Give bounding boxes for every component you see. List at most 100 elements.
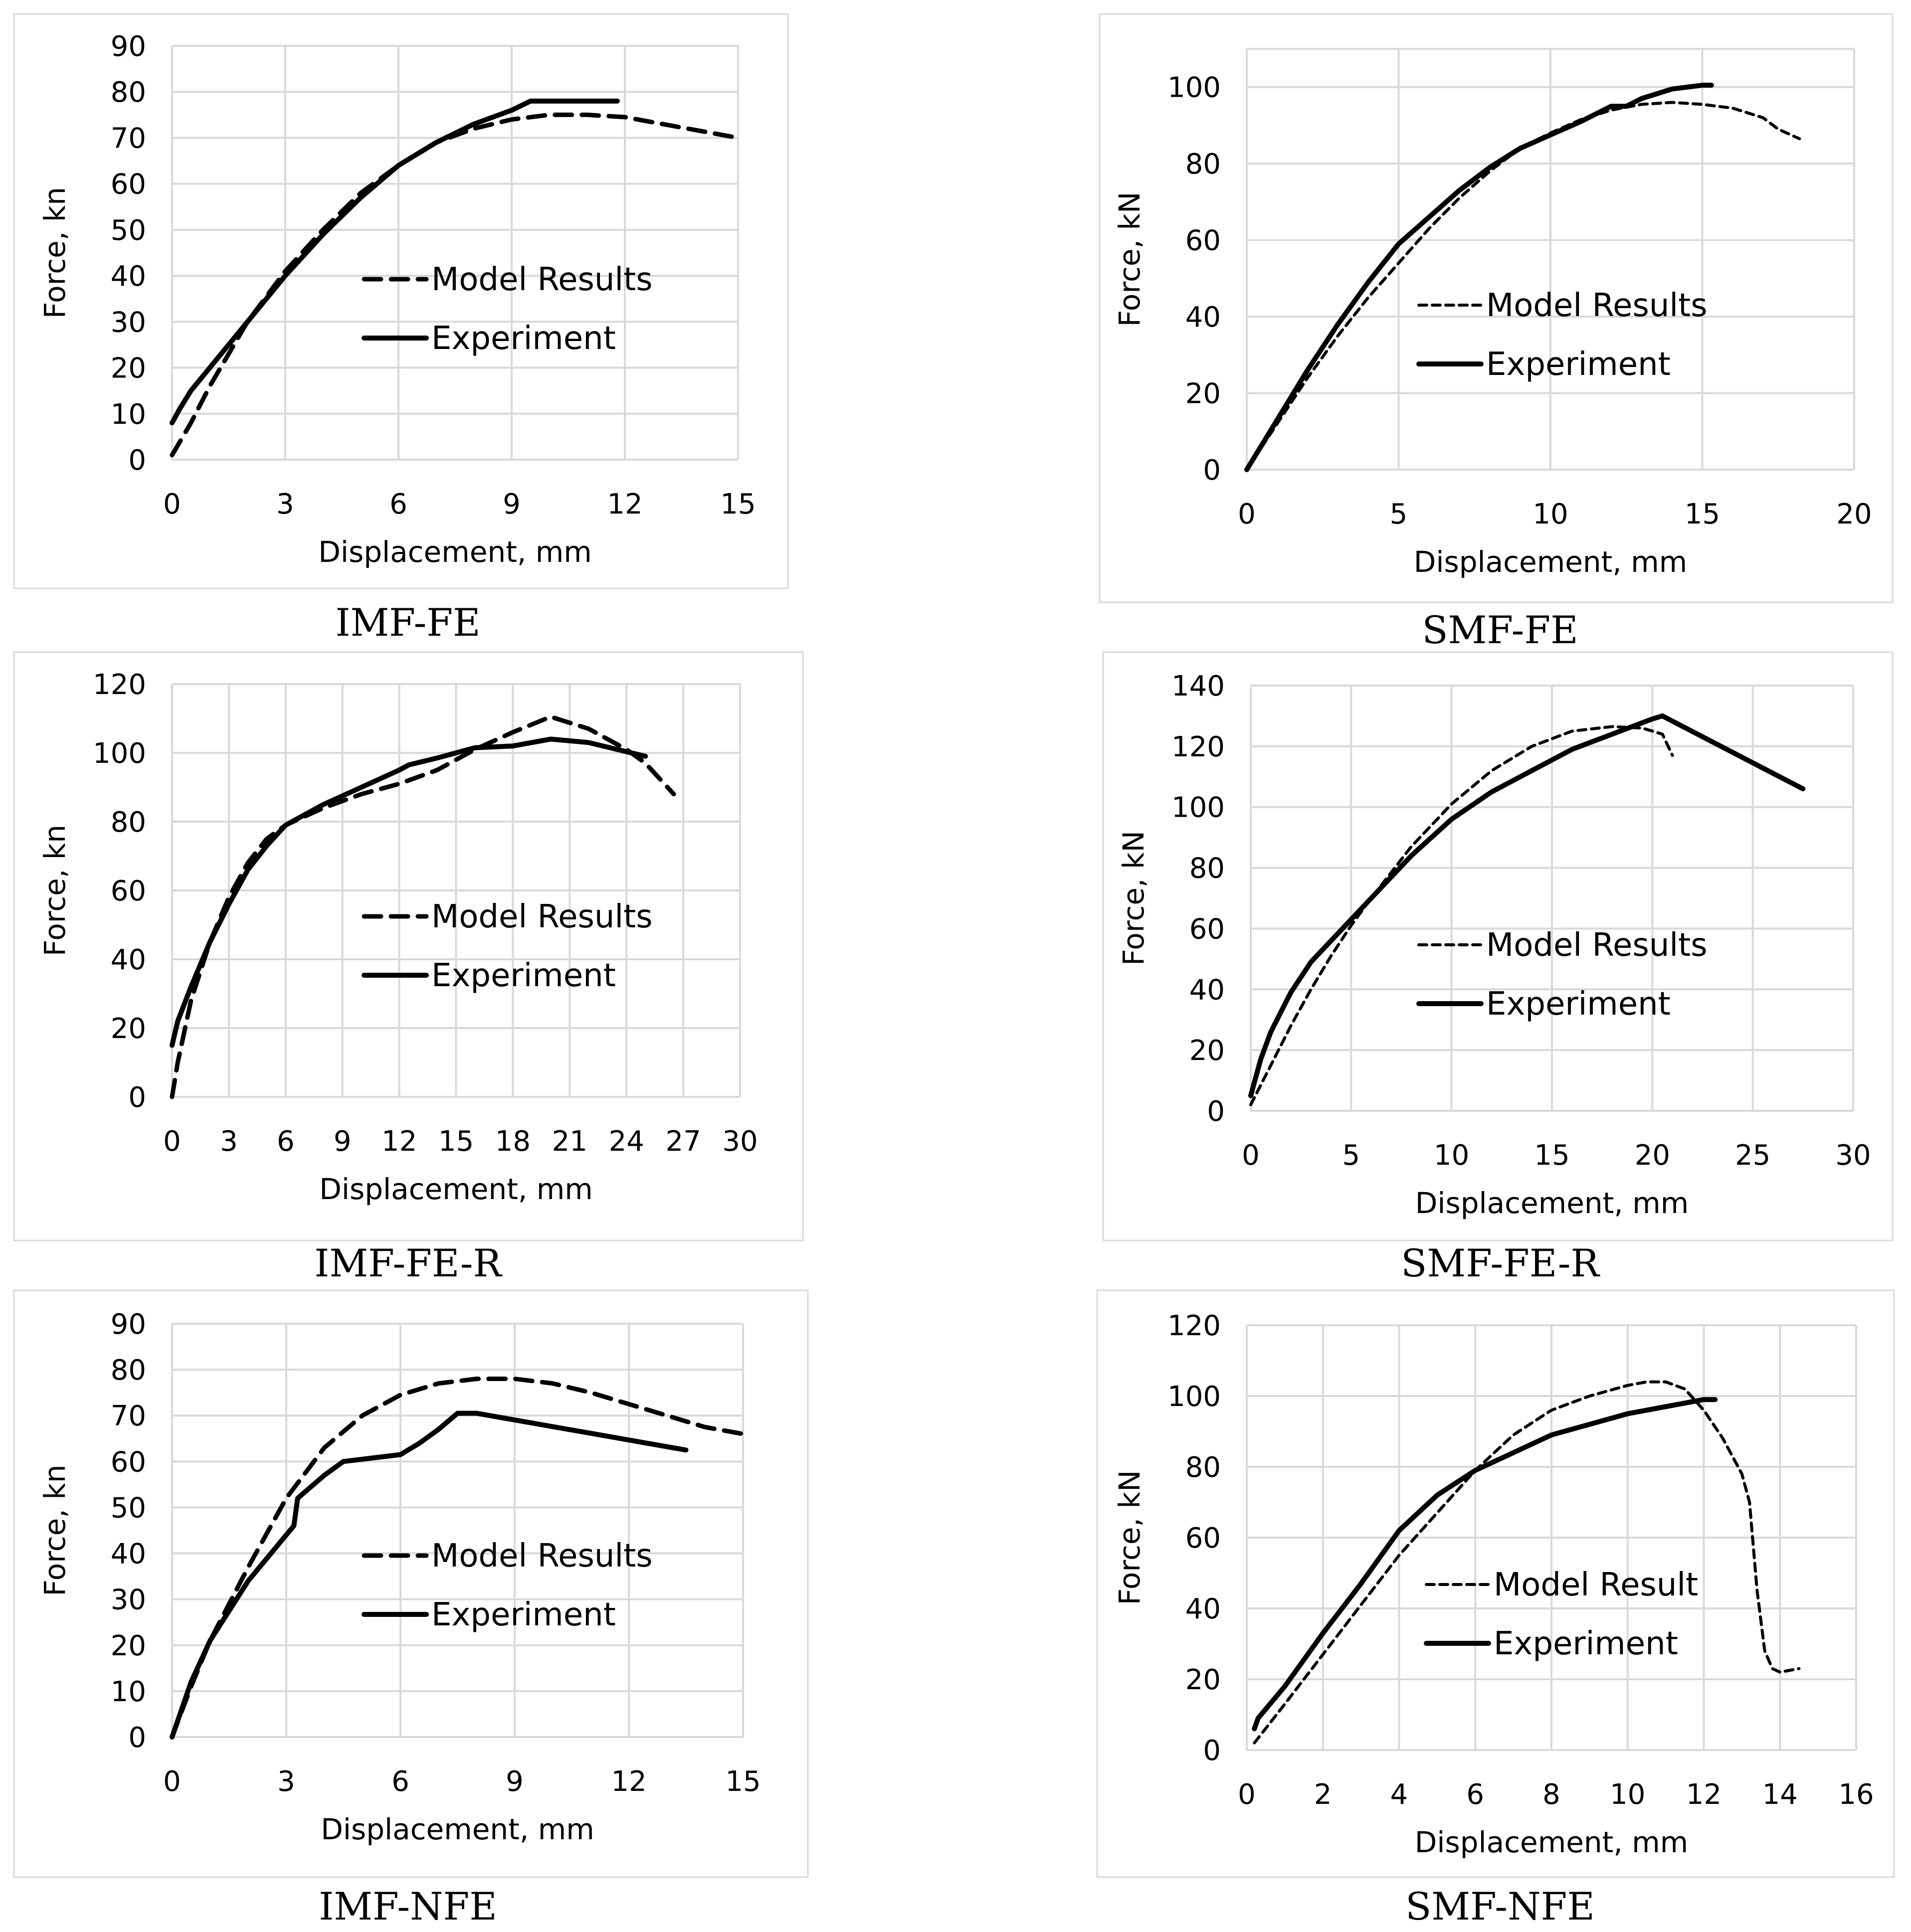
x-tick-label: 0	[1238, 498, 1256, 530]
x-tick-label: 6	[277, 1125, 295, 1158]
y-tick-label: 40	[1189, 974, 1225, 1006]
x-tick-label: 30	[722, 1125, 758, 1158]
x-tick-label: 6	[1466, 1778, 1484, 1811]
y-axis-label: Force, kN	[1113, 192, 1147, 327]
chart-caption: IMF-NFE	[319, 1884, 497, 1929]
y-tick-label: 100	[1167, 1381, 1221, 1413]
chart-frame	[13, 1289, 809, 1878]
x-axis-label: Displacement, mm	[1415, 1825, 1689, 1859]
y-tick-label: 80	[1185, 148, 1221, 180]
legend-label: Model Results	[1486, 927, 1708, 964]
y-tick-label: 90	[111, 30, 146, 63]
legend-label: Model Results	[431, 261, 653, 298]
legend-label: Model Result	[1494, 1567, 1698, 1603]
y-tick-label: 60	[111, 1446, 146, 1478]
chart-smf-fe: 0 5 10 15 20 0 20 40 60 80 100 Displacement, mm Forc…	[1099, 13, 1894, 652]
y-axis-label: Force, kN	[1117, 831, 1150, 966]
y-tick-label: 40	[111, 1538, 146, 1571]
legend-label: Experiment	[431, 957, 616, 994]
y-axis-label: Force, kn	[38, 825, 72, 956]
x-tick-label: 12	[382, 1125, 417, 1158]
y-tick-label: 70	[111, 1400, 146, 1432]
y-tick-label: 60	[1185, 225, 1221, 257]
y-tick-label: 30	[111, 306, 146, 339]
y-tick-label: 20	[1185, 378, 1221, 410]
x-tick-label: 18	[495, 1125, 531, 1158]
chart-frame	[1099, 13, 1894, 603]
x-axis-label: Displacement, mm	[319, 1172, 593, 1206]
y-tick-label: 70	[111, 122, 146, 155]
x-tick-label: 0	[163, 1125, 181, 1158]
x-tick-label: 25	[1735, 1139, 1770, 1172]
series-line	[1245, 101, 1801, 471]
legend-label: Experiment	[431, 1596, 616, 1633]
y-tick-label: 50	[111, 214, 146, 247]
x-axis-label: Displacement, mm	[1414, 545, 1688, 579]
legend-label: Model Results	[431, 1538, 653, 1575]
y-tick-label: 10	[111, 398, 146, 431]
chart-caption: SMF-FE-R	[1401, 1241, 1600, 1285]
y-axis-label: Force, kn	[38, 187, 72, 319]
y-tick-label: 40	[1185, 301, 1221, 334]
y-tick-label: 20	[111, 1013, 146, 1045]
x-tick-label: 0	[163, 1765, 181, 1798]
x-tick-label: 4	[1390, 1778, 1408, 1811]
series-line	[170, 1410, 689, 1740]
y-tick-label: 90	[111, 1308, 146, 1341]
chart-imf-fe: 0 3 6 9 12 15 0 10 20 30 40 50 60 70 80 90 Displacement,…	[13, 13, 789, 645]
y-tick-label: 20	[111, 1630, 146, 1662]
series-line	[170, 1377, 746, 1740]
y-tick-label: 0	[128, 1081, 146, 1114]
y-tick-label: 40	[1185, 1593, 1221, 1625]
chart-imf-fe-r: 0 3 6 9 12 15 18 21 24 27 30 0 20 40 60 80 100 120 Displac…	[13, 651, 804, 1285]
series-line	[1253, 1380, 1801, 1745]
x-tick-label: 27	[665, 1125, 701, 1158]
y-tick-label: 80	[111, 806, 146, 839]
series-line	[1244, 82, 1714, 472]
y-tick-label: 0	[1207, 1095, 1225, 1128]
legend-label: Model Results	[1486, 287, 1708, 324]
series-line	[1252, 1397, 1718, 1732]
y-tick-label: 0	[1203, 454, 1221, 487]
x-tick-label: 12	[611, 1765, 646, 1798]
y-tick-label: 60	[111, 875, 146, 907]
y-axis-label: Force, kN	[1113, 1470, 1147, 1605]
chart-caption: IMF-FE-R	[314, 1241, 503, 1285]
x-tick-label: 0	[1242, 1139, 1260, 1172]
series-line	[170, 98, 620, 426]
x-tick-label: 3	[277, 1765, 295, 1798]
x-tick-label: 15	[1685, 498, 1720, 530]
y-tick-label: 60	[111, 169, 146, 201]
x-tick-label: 5	[1342, 1139, 1360, 1172]
y-tick-label: 120	[93, 669, 146, 701]
y-tick-label: 20	[111, 352, 146, 385]
y-tick-label: 20	[1185, 1664, 1221, 1696]
x-tick-label: 6	[389, 488, 407, 521]
y-tick-label: 50	[111, 1492, 146, 1524]
y-tick-label: 120	[1167, 1310, 1221, 1342]
x-tick-label: 12	[1686, 1778, 1721, 1811]
chart-smf-fe-r: 0 5 10 15 20 25 30 0 20 40 60 80 100 120 140 Displaceme…	[1102, 651, 1894, 1285]
chart-caption: SMF-NFE	[1405, 1884, 1595, 1929]
y-tick-label: 140	[1171, 670, 1225, 703]
x-tick-label: 9	[334, 1125, 352, 1158]
x-tick-label: 9	[506, 1765, 524, 1798]
x-tick-label: 21	[552, 1125, 587, 1158]
y-tick-label: 120	[1171, 731, 1225, 763]
x-tick-label: 9	[503, 488, 521, 521]
y-axis-label: Force, kn	[38, 1464, 72, 1596]
legend-label: Experiment	[1486, 346, 1671, 383]
x-tick-label: 30	[1835, 1139, 1871, 1172]
legend-label: Experiment	[431, 320, 616, 357]
x-tick-label: 0	[163, 488, 181, 521]
x-tick-label: 15	[1534, 1139, 1569, 1172]
chart-frame	[1102, 651, 1894, 1241]
y-tick-label: 0	[1203, 1735, 1221, 1767]
chart-frame	[13, 651, 804, 1241]
chart-caption: IMF-FE	[335, 600, 480, 645]
y-tick-label: 60	[1189, 913, 1225, 945]
x-tick-label: 20	[1635, 1139, 1670, 1172]
chart-smf-nfe: 0 2 4 6 8 10 12 14 16 0 20 40 60 80 100 120 Displacement…	[1096, 1289, 1895, 1929]
x-tick-label: 24	[609, 1125, 644, 1158]
